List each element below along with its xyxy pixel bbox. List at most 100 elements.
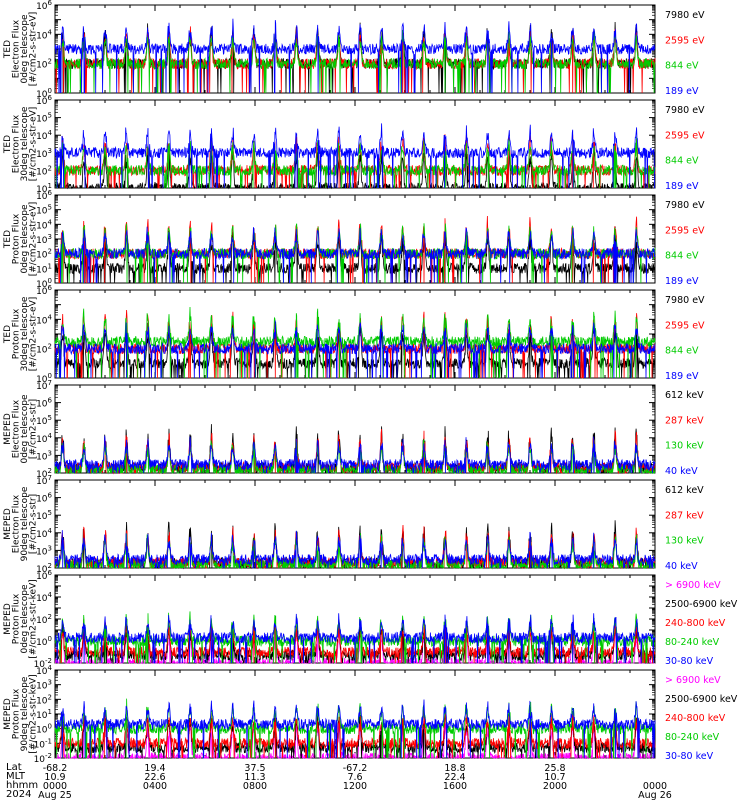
x-tick-label: Aug 26	[638, 790, 672, 800]
series-trace	[54, 136, 656, 189]
y-tick-label: 102	[36, 467, 52, 480]
y-tick-label: 10-2	[34, 657, 52, 670]
x-tick-label: 0000	[643, 781, 667, 792]
y-axis-label: TEDElectron Flux30deg telescope[#/cm2-s-…	[3, 106, 39, 181]
y-tick-label: 101	[36, 182, 52, 195]
y-tick-label: 10-1	[34, 737, 52, 750]
legend-label: 80-240 keV	[665, 732, 720, 743]
series-trace	[54, 711, 656, 759]
y-tick-label: 106	[36, 492, 52, 505]
legend-label: 189 eV	[665, 86, 699, 97]
legend-label: 2595 eV	[665, 130, 705, 141]
y-axis-label: TEDProton Flux30deg telescope[#/cm2-s-st…	[3, 296, 39, 371]
series-trace	[54, 18, 655, 94]
series-trace	[55, 714, 656, 760]
x-tick-label: 7.6	[347, 772, 362, 783]
y-tick-label: 100	[36, 723, 52, 736]
y-tick-label: 106	[36, 94, 52, 107]
y-axis-label: TEDElectron Flux0deg telescope[#/cm2-s-s…	[3, 12, 39, 87]
legend-label: 287 keV	[665, 415, 704, 426]
y-axis-label: TEDProton Flux0deg telescope[#/cm2-s-str…	[3, 202, 39, 277]
legend-label: 40 keV	[665, 466, 698, 477]
x-tick-label: 37.5	[244, 763, 265, 774]
legend-label: 30-80 keV	[665, 656, 714, 667]
y-tick-label: 105	[36, 204, 52, 217]
legend-label: > 6900 keV	[665, 580, 721, 591]
legend-label: 7980 eV	[665, 295, 705, 306]
y-tick-label: 102	[36, 613, 52, 626]
legend-label: 612 keV	[665, 485, 704, 496]
legend-label: 7980 eV	[665, 200, 705, 211]
y-tick-label: 104	[36, 313, 52, 326]
legend-label: 844 eV	[665, 61, 699, 72]
legend-label: 844 eV	[665, 251, 699, 262]
x-tick-label: 0400	[143, 781, 167, 792]
y-tick-label: 102	[36, 58, 52, 71]
y-tick-label: 102	[36, 248, 52, 261]
y-tick-label: 104	[36, 591, 52, 604]
legend-label: 40 keV	[665, 561, 698, 572]
legend-label: > 6900 keV	[665, 675, 721, 686]
lat-row-label: Lat	[6, 762, 22, 773]
legend-label: 80-240 keV	[665, 637, 720, 648]
series-trace	[54, 530, 656, 569]
legend-label: 844 eV	[665, 156, 699, 167]
flux-panel-5: 102 103 104 105 106 107 MEPEDElectron Flux0deg…	[3, 379, 704, 480]
legend-label: 130 keV	[665, 441, 704, 452]
legend-label: 240-800 keV	[665, 618, 726, 629]
legend-label: 612 keV	[665, 390, 704, 401]
x-tick-label: 10.9	[44, 772, 65, 783]
y-tick-label: 106	[36, 284, 52, 297]
y-tick-label: 105	[36, 414, 52, 427]
y-tick-label: 102	[36, 164, 52, 177]
x-tick-label: 22.4	[444, 772, 465, 783]
legend-label: 189 eV	[665, 181, 699, 192]
legend-label: 130 keV	[665, 536, 704, 547]
x-tick-label: 2000	[543, 781, 567, 792]
series-trace	[54, 320, 656, 379]
legend-label: 2595 eV	[665, 320, 705, 331]
y-tick-label: 106	[36, 189, 52, 202]
y-tick-label: 103	[36, 233, 52, 246]
y-axis-label: MEPEDElectron Flux90deg telescope[#/cm2-…	[3, 486, 39, 561]
y-tick-label: 102	[36, 343, 52, 356]
series-trace	[54, 439, 656, 475]
y-tick-label: 100	[36, 87, 52, 100]
legend-label: 30-80 keV	[665, 751, 714, 762]
y-tick-label: 106	[36, 569, 52, 582]
legend-label: 7980 eV	[665, 105, 705, 116]
legend-label: 2595 eV	[665, 35, 705, 46]
x-tick-label: 10.7	[544, 772, 565, 783]
legend-label: 240-800 keV	[665, 713, 726, 724]
y-tick-label: 100	[36, 372, 52, 385]
y-tick-label: 10-2	[34, 752, 52, 765]
y-tick-label: 104	[36, 527, 52, 540]
y-tick-label: 102	[36, 562, 52, 575]
x-tick-label: 0000	[43, 781, 67, 792]
y-tick-label: 105	[36, 509, 52, 522]
y-axis-label: MEPEDProton Flux90deg telescope[#/cm2-s-…	[3, 674, 39, 753]
x-tick-label: 11.3	[244, 772, 265, 783]
x-tick-label: 1200	[343, 781, 367, 792]
legend-label: 844 eV	[665, 346, 699, 357]
y-tick-label: 106	[36, 397, 52, 410]
y-tick-label: 104	[36, 432, 52, 445]
legend-label: 287 keV	[665, 510, 704, 521]
year-row-label: 2024	[6, 789, 32, 800]
mlt-row-label: MLT	[6, 771, 25, 782]
y-tick-label: 103	[36, 147, 52, 160]
y-tick-label: 105	[36, 112, 52, 125]
y-tick-label: 104	[36, 218, 52, 231]
series-trace	[54, 29, 656, 94]
legend-label: 2595 eV	[665, 225, 705, 236]
y-tick-label: 104	[36, 129, 52, 142]
x-tick-label: 18.8	[444, 763, 465, 774]
y-tick-label: 104	[36, 664, 52, 677]
series-trace	[54, 613, 656, 664]
x-tick-label: 0800	[243, 781, 267, 792]
y-tick-label: 100	[36, 277, 52, 290]
